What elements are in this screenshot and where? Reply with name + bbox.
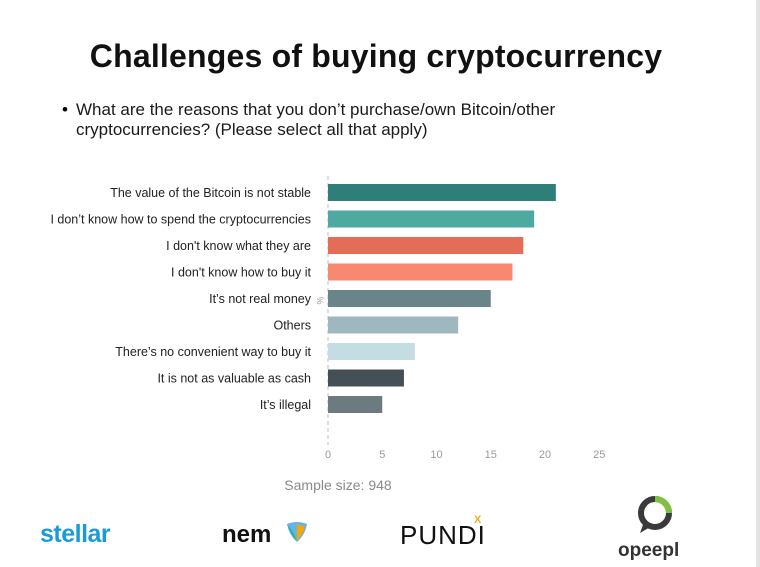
category-label: Others [273, 319, 311, 333]
opeepl-mark-icon [638, 496, 672, 533]
opeepl-logo: opeepl [618, 540, 680, 561]
page-title: Challenges of buying cryptocurrency [89, 38, 663, 74]
x-tick-label: 0 [325, 449, 331, 461]
survey-question: What are the reasons that you don’t purc… [76, 100, 556, 139]
category-label: I don't know what they are [166, 239, 311, 253]
bullet-icon: • [62, 100, 68, 119]
category-label: It’s not real money [209, 292, 312, 306]
axis-unit-label: % [315, 296, 325, 304]
bar-8 [328, 396, 383, 413]
category-label: I don’t know how to spend the cryptocurr… [50, 213, 311, 227]
bar-4 [328, 290, 491, 307]
bar-2 [328, 237, 524, 254]
category-label: It is not as valuable as cash [157, 372, 311, 386]
category-label: I don't know how to buy it [171, 266, 311, 280]
category-label: The value of the Bitcoin is not stable [110, 186, 311, 200]
x-tick-label: 5 [379, 449, 385, 461]
bar-0 [328, 184, 556, 201]
sample-size: Sample size: 948 [284, 477, 392, 493]
x-tick-label: 20 [539, 449, 551, 461]
bar-1 [328, 210, 535, 228]
bar-3 [328, 263, 513, 281]
bar-5 [328, 316, 459, 334]
pundi-logo: PUNDI [400, 520, 486, 550]
bar-7 [328, 369, 404, 387]
category-label: It’s illegal [260, 398, 311, 412]
pundi-x-mark: X [474, 514, 482, 526]
stellar-logo: stellar [40, 520, 111, 548]
bar-6 [328, 343, 415, 360]
x-tick-label: 10 [430, 449, 442, 461]
bar-chart: The value of the Bitcoin is not stable I … [50, 176, 605, 461]
x-tick-label: 25 [593, 449, 605, 461]
nem-logo: nem [222, 521, 272, 548]
category-label: There’s no convenient way to buy it [115, 345, 311, 359]
nem-mark-icon [287, 522, 307, 542]
slide-border [756, 0, 760, 567]
x-tick-label: 15 [485, 449, 497, 461]
